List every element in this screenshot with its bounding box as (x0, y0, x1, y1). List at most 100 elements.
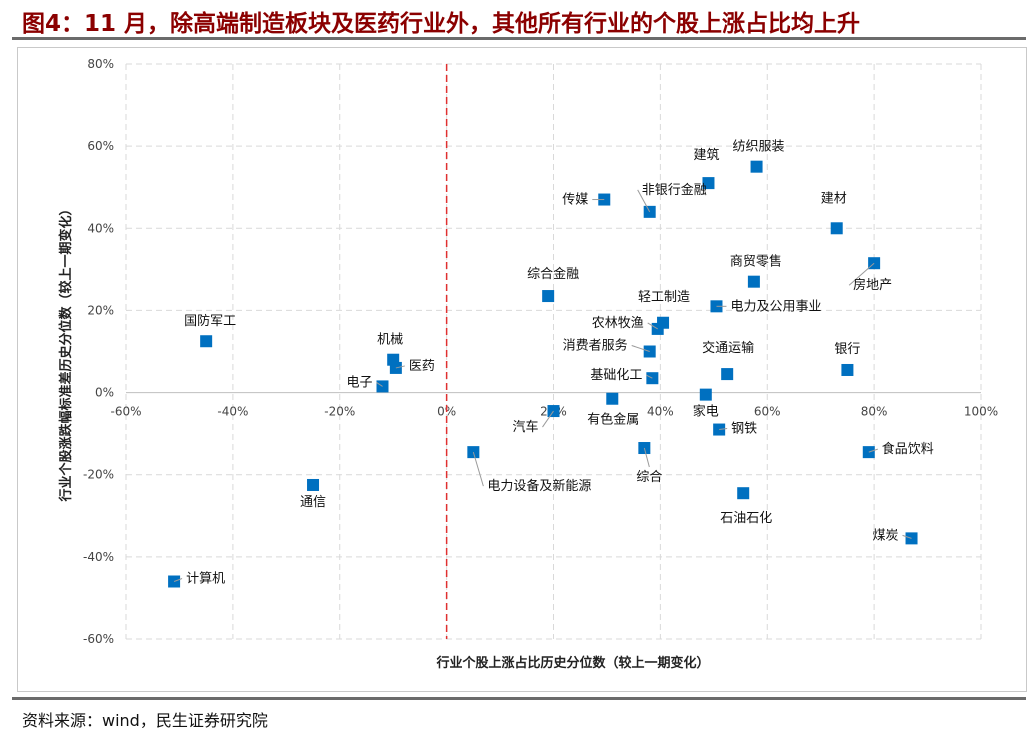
point-label: 电子 (346, 375, 372, 390)
point-label: 食品饮料 (882, 441, 934, 457)
data-point: 纺织服装 (733, 140, 785, 173)
leader-line (868, 448, 878, 453)
point-label: 钢铁 (731, 422, 757, 437)
data-point: 综合金融 (527, 266, 579, 303)
x-tick-label: 40% (647, 405, 674, 419)
data-point: 电力设备及新能源 (467, 446, 591, 494)
point-label: 传媒 (562, 193, 588, 208)
source-note: 资料来源：wind，民生证券研究院 (22, 711, 268, 730)
point-label: 国防军工 (184, 313, 236, 329)
point-label: 基础化工 (590, 368, 642, 383)
y-tick-label: 40% (87, 221, 114, 235)
bottom-rule (12, 697, 1026, 700)
leader-line (646, 374, 653, 379)
point-label: 建筑 (693, 147, 719, 163)
leader-line (647, 322, 658, 330)
data-point: 石油石化 (720, 487, 772, 526)
leader-line (719, 428, 728, 431)
data-point: 电力及公用事业 (710, 299, 822, 314)
data-point: 建材 (821, 191, 847, 235)
data-point: 钢铁 (713, 422, 757, 437)
point-label: 建材 (821, 191, 847, 206)
point-label: 综合 (636, 470, 662, 485)
y-tick-label: -20% (83, 468, 114, 482)
point-label: 汽车 (512, 419, 538, 435)
point-label: 银行 (834, 342, 860, 357)
point-label: 非银行金融 (642, 182, 707, 198)
x-tick-label: -20% (324, 405, 355, 419)
data-point: 房地产 (848, 257, 892, 293)
data-point: 电子 (346, 375, 389, 393)
top-rule (12, 37, 1026, 40)
x-tick-label: 100% (964, 405, 998, 419)
data-point: 传媒 (562, 193, 611, 208)
x-tick-label: -40% (217, 405, 248, 419)
point-label: 纺织服装 (733, 140, 785, 155)
y-tick-label: -60% (83, 632, 114, 646)
point-marker (307, 478, 320, 491)
leader-line (472, 451, 484, 487)
data-point: 国防军工 (184, 313, 236, 348)
point-marker (830, 222, 843, 235)
leader-line (173, 578, 183, 582)
point-label: 消费者服务 (563, 338, 628, 354)
point-marker (721, 368, 734, 381)
data-point: 交通运输 (702, 340, 754, 381)
x-tick-label: 80% (861, 405, 888, 419)
figure-title: 图4：11 月，除高端制造板块及医药行业外，其他所有行业的个股上涨占比均上升 (22, 11, 861, 37)
point-marker (750, 160, 763, 173)
leader-line (643, 447, 650, 468)
axes: -60% -40% -20% 0% 20% 40% 60% 80% 100% -60% -40% -2… (83, 57, 998, 646)
point-label: 交通运输 (702, 340, 754, 356)
data-point: 医药 (389, 359, 435, 374)
point-marker (841, 363, 854, 376)
x-tick-label: 60% (754, 405, 781, 419)
point-label: 煤炭 (873, 528, 899, 543)
point-marker (747, 275, 760, 288)
point-label: 农林牧渔 (592, 316, 644, 331)
leader-line (631, 345, 650, 352)
leader-line (637, 189, 651, 213)
data-point: 综合 (636, 442, 662, 485)
point-label: 综合金融 (527, 266, 579, 282)
point-label: 有色金属 (587, 412, 639, 428)
data-point: 建筑 (693, 147, 719, 190)
point-label: 电力及公用事业 (730, 299, 821, 314)
point-label: 石油石化 (720, 511, 772, 526)
data-point: 农林牧渔 (592, 316, 664, 335)
data-point: 消费者服务 (563, 338, 656, 358)
point-label: 轻工制造 (638, 290, 690, 305)
point-label: 机械 (377, 333, 403, 348)
leader-line (848, 262, 875, 286)
leader-line (902, 534, 912, 539)
data-point: 银行 (834, 342, 860, 376)
y-tick-label: 60% (87, 139, 114, 153)
data-point: 机械 (377, 333, 403, 366)
point-marker (606, 392, 619, 405)
y-tick-label: -40% (83, 550, 114, 564)
data-point: 轻工制造 (638, 290, 690, 329)
y-tick-label: 20% (87, 303, 114, 317)
data-point: 商贸零售 (730, 254, 782, 288)
data-point: 通信 (300, 478, 326, 510)
data-point: 计算机 (168, 572, 225, 588)
data-point: 汽车 (512, 405, 560, 435)
point-label: 通信 (300, 495, 326, 510)
x-tick-label: -60% (110, 405, 141, 419)
leader-line (542, 410, 554, 428)
point-label: 家电 (693, 404, 719, 420)
y-tick-label: 80% (87, 57, 114, 71)
data-point: 基础化工 (590, 368, 659, 385)
point-marker (542, 290, 555, 303)
x-axis-label: 行业个股上涨占比历史分位数（较上一期变化） (435, 655, 709, 671)
leader-line (376, 381, 383, 387)
point-marker (699, 388, 712, 401)
point-marker (200, 335, 213, 348)
leader-line (395, 365, 405, 369)
data-point: 有色金属 (587, 392, 639, 428)
point-marker (737, 487, 750, 500)
data-point: 煤炭 (873, 528, 918, 545)
data-point: 家电 (693, 388, 719, 420)
